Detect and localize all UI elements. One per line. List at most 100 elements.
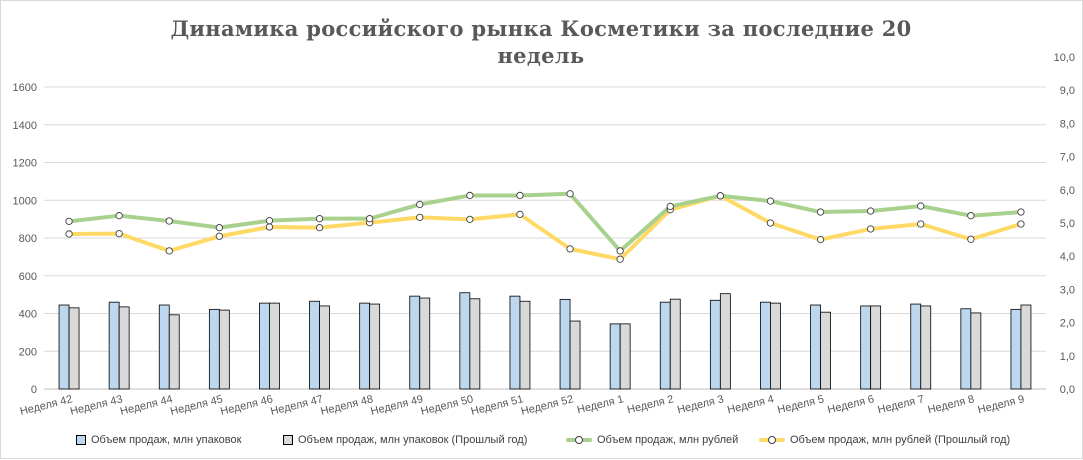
y-left-tick-label: 800 (19, 233, 37, 245)
legend-swatch (759, 435, 785, 445)
x-category-label: Неделя 48 (319, 393, 374, 418)
bar (860, 305, 872, 390)
bar (810, 304, 821, 390)
legend-label: Объем продаж, млн упаковок (Прошлый год) (298, 434, 528, 446)
y-left-tick-label: 600 (19, 271, 37, 283)
x-category-label: Неделя 46 (219, 393, 274, 418)
data-point (215, 232, 224, 240)
bar (559, 298, 571, 390)
x-category-label: Неделя 43 (69, 393, 124, 418)
x-category-label: Неделя 2 (626, 393, 675, 416)
bar (108, 301, 120, 390)
x-category-label: Неделя 44 (119, 393, 174, 418)
bar (669, 298, 681, 390)
bar (920, 305, 932, 390)
y-right-tick-label: 1,0 (1060, 351, 1075, 363)
data-point (265, 217, 274, 225)
data-point (566, 190, 574, 198)
legend-label: Объем продаж, млн упаковок (91, 434, 242, 446)
data-point (967, 235, 975, 243)
data-point (115, 212, 123, 220)
y-left-tick-label: 1000 (13, 195, 37, 207)
data-point (666, 202, 674, 211)
y-left-tick-label: 1400 (13, 120, 37, 132)
bar (369, 303, 381, 390)
data-point (165, 217, 173, 225)
x-category-label: Неделя 42 (19, 393, 74, 418)
bar (519, 300, 531, 390)
x-category-label: Неделя 9 (977, 393, 1026, 416)
data-point (416, 213, 424, 222)
data-point (867, 207, 875, 215)
y-right-tick-label: 7,0 (1060, 152, 1075, 164)
data-point (265, 223, 274, 231)
data-point (1017, 220, 1025, 228)
y-left-tick-label: 0 (31, 384, 37, 396)
data-point (516, 191, 524, 200)
data-point (65, 217, 73, 225)
legend-item: Объем продаж, млн упаковок (Прошлый год) (283, 432, 527, 448)
bar (820, 311, 831, 390)
bar (509, 295, 521, 390)
bar (58, 304, 70, 390)
legend: Объем продаж, млн упаковок Объем продаж, … (1, 432, 1083, 448)
x-category-label: Неделя 6 (826, 393, 875, 416)
data-point (816, 235, 825, 244)
y-right-tick-label: 3,0 (1060, 284, 1075, 296)
data-point (616, 255, 624, 263)
data-point (816, 208, 825, 216)
bar (359, 302, 371, 390)
bar (319, 305, 330, 390)
x-category-label: Неделя 52 (520, 393, 575, 418)
data-point (466, 191, 474, 200)
bar (870, 305, 882, 390)
data-point (365, 215, 374, 223)
data-point (215, 223, 224, 232)
bar (309, 300, 320, 390)
y-left-tick-label: 200 (19, 346, 37, 358)
data-point (115, 229, 123, 238)
bar (68, 307, 80, 390)
data-point (616, 247, 624, 255)
bar (118, 306, 130, 390)
series-line (67, 193, 1023, 262)
data-point (165, 247, 173, 255)
legend-item: Объем продаж, млн рублей (566, 432, 738, 448)
data-point (917, 220, 925, 228)
x-category-label: Неделя 50 (420, 393, 475, 418)
bar (1010, 308, 1022, 390)
data-point (1017, 208, 1025, 216)
y-right-tick-label: 10,0 (1054, 52, 1075, 64)
bar (409, 295, 421, 390)
data-point (766, 219, 775, 227)
data-point (766, 197, 775, 205)
x-category-label: Неделя 45 (169, 393, 224, 418)
bar (960, 308, 972, 390)
bar (208, 308, 220, 390)
bar (269, 302, 280, 390)
data-point (716, 192, 724, 200)
bar (719, 293, 731, 390)
bar (218, 309, 230, 390)
x-category-label: Неделя 1 (576, 393, 625, 416)
bar (459, 292, 471, 390)
x-category-label: Неделя 47 (269, 393, 324, 418)
legend-label: Объем продаж, млн рублей (597, 434, 739, 446)
legend-swatch (283, 435, 293, 445)
data-point (516, 210, 524, 219)
legend-label: Объем продаж, млн рублей (Прошлый год) (790, 434, 1011, 446)
data-point (65, 230, 73, 238)
x-category-label: Неделя 49 (369, 393, 424, 418)
x-category-label: Неделя 5 (776, 393, 825, 416)
bar (469, 298, 481, 390)
data-point (917, 202, 925, 210)
legend-item: Объем продаж, млн рублей (Прошлый год) (759, 432, 1010, 448)
data-point (967, 212, 975, 220)
y-left-tick-label: 1200 (13, 158, 37, 170)
legend-swatch (76, 435, 86, 445)
x-category-label: Неделя 8 (927, 393, 976, 416)
bar (770, 302, 781, 390)
bar (619, 323, 631, 390)
data-point (315, 223, 324, 232)
y-right-tick-label: 5,0 (1060, 218, 1075, 230)
